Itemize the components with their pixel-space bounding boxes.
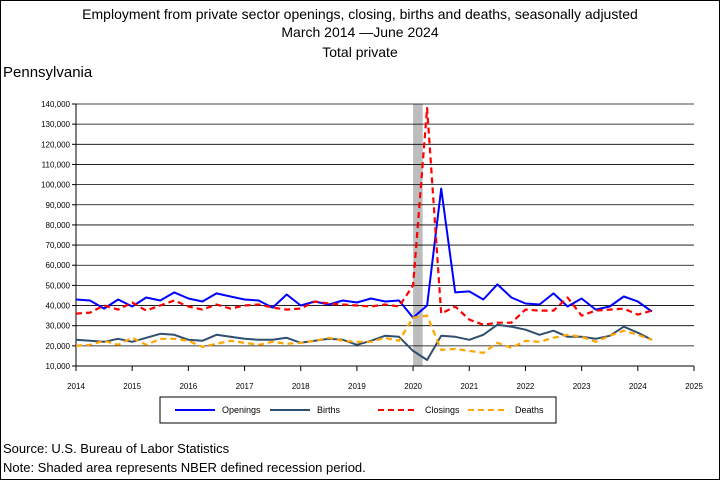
y-tick-label: 110,000 bbox=[42, 160, 71, 169]
y-tick-label: 50,000 bbox=[46, 281, 71, 290]
series-line-deaths bbox=[75, 314, 653, 354]
y-tick-label: 30,000 bbox=[46, 322, 71, 331]
x-tick-label: 2021 bbox=[460, 382, 478, 391]
chart-title-line3: Total private bbox=[322, 44, 398, 60]
y-tick-label: 40,000 bbox=[46, 302, 71, 311]
x-tick-label: 2017 bbox=[236, 382, 254, 391]
x-tick-label: 2025 bbox=[685, 382, 703, 391]
y-tick-label: 120,000 bbox=[41, 140, 70, 149]
series-line-closings bbox=[75, 106, 653, 326]
y-tick-label: 10,000 bbox=[46, 362, 71, 371]
source-note: Source: U.S. Bureau of Labor Statistics bbox=[3, 441, 230, 456]
chart-title-line2: March 2014 —June 2024 bbox=[281, 24, 439, 40]
geography-label: Pennsylvania bbox=[3, 64, 93, 81]
legend-box bbox=[159, 396, 557, 424]
y-tick-label: 140,000 bbox=[41, 100, 70, 109]
x-tick-label: 2023 bbox=[573, 382, 591, 391]
legend-label-closings: Closings bbox=[425, 405, 460, 415]
series-line-openings bbox=[75, 187, 653, 319]
y-tick-label: 20,000 bbox=[46, 342, 71, 351]
x-tick-label: 2014 bbox=[67, 382, 85, 391]
x-tick-label: 2016 bbox=[179, 382, 197, 391]
y-tick-label: 70,000 bbox=[46, 241, 71, 250]
series-line-births bbox=[75, 323, 653, 361]
x-tick-label: 2020 bbox=[404, 382, 422, 391]
chart-title-line1: Employment from private sector openings,… bbox=[82, 6, 638, 22]
y-tick-label: 90,000 bbox=[46, 201, 71, 210]
x-tick-label: 2019 bbox=[348, 382, 366, 391]
y-tick-label: 130,000 bbox=[41, 120, 70, 129]
y-tick-label: 100,000 bbox=[41, 181, 70, 190]
legend-label-openings: Openings bbox=[222, 405, 261, 415]
y-tick-label: 80,000 bbox=[46, 221, 71, 230]
x-tick-label: 2022 bbox=[517, 382, 535, 391]
x-tick-label: 2018 bbox=[292, 382, 310, 391]
x-tick-label: 2015 bbox=[123, 382, 141, 391]
y-tick-label: 60,000 bbox=[46, 261, 71, 270]
legend-label-births: Births bbox=[317, 405, 341, 415]
x-tick-label: 2024 bbox=[629, 382, 647, 391]
recession-note: Note: Shaded area represents NBER define… bbox=[3, 460, 366, 475]
legend-label-deaths: Deaths bbox=[515, 405, 544, 415]
